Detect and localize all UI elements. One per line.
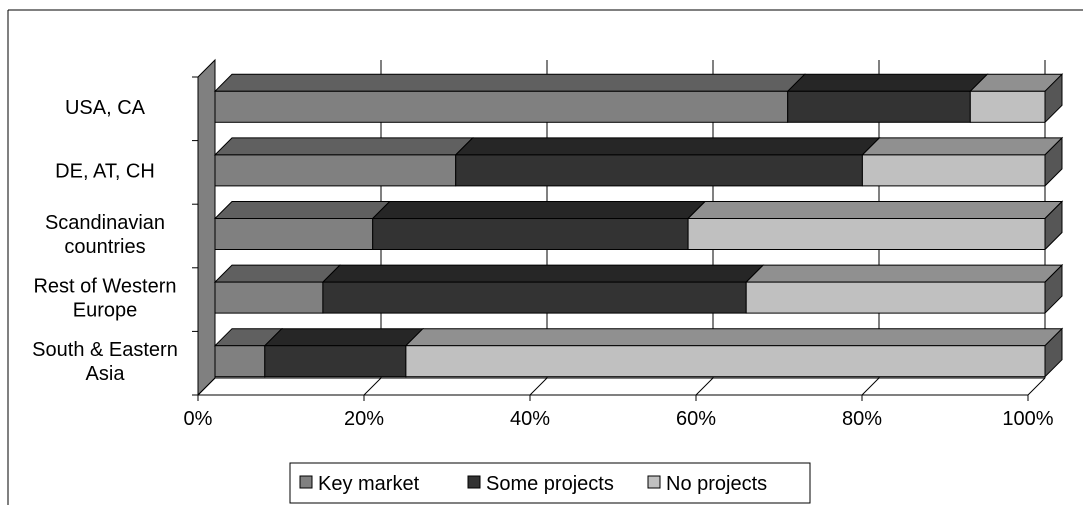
side-wall: [197, 58, 216, 397]
category-label: DE, AT, CH: [55, 160, 155, 182]
x-tick-label: 40%: [510, 408, 550, 430]
bar-top-face: [213, 201, 391, 219]
floor-gridline: [861, 377, 880, 396]
bar-top-face: [263, 328, 425, 347]
x-tick-label: 100%: [1002, 408, 1053, 430]
category-label: South & Eastern Asia: [32, 339, 178, 385]
legend-box: [289, 462, 811, 504]
floor-gridline: [1027, 377, 1046, 396]
bar-top-face: [371, 201, 707, 219]
bar-segment: [264, 345, 407, 378]
legend-label: Key market: [318, 473, 420, 495]
bar-top-face: [686, 201, 1064, 219]
floor-gridline: [363, 377, 382, 396]
bar-segment: [214, 154, 457, 187]
floor-gridline: [695, 377, 714, 396]
bar-segment: [214, 281, 324, 314]
bar-top-face: [404, 328, 1064, 347]
bar-segment: [687, 218, 1046, 250]
legend-swatch: [299, 475, 313, 489]
bar-segment: [214, 90, 789, 123]
floor-gridline: [529, 377, 548, 396]
bar-segment: [787, 90, 971, 123]
bar-end-face: [1044, 73, 1063, 124]
bar-top-face: [321, 264, 765, 283]
bar-segment: [969, 90, 1046, 123]
bar-segment: [322, 281, 747, 314]
bar-segment: [455, 154, 863, 187]
bar-segment: [372, 218, 689, 250]
bar-segment: [214, 218, 374, 250]
category-label: USA, CA: [65, 97, 146, 119]
bar-top-face: [744, 264, 1064, 283]
x-tick-label: 20%: [344, 408, 384, 430]
bar-top-face: [213, 73, 806, 92]
legend-swatch: [647, 475, 661, 489]
bar-top-face: [213, 137, 474, 156]
x-tick-label: 60%: [676, 408, 716, 430]
x-tick-label: 80%: [842, 408, 882, 430]
bar-segment: [405, 345, 1046, 378]
bar-top-face: [861, 137, 1064, 156]
bar-top-face: [454, 137, 881, 156]
bar-segment: [214, 345, 266, 378]
bar-top-face: [786, 73, 989, 92]
bar-end-face: [1044, 200, 1063, 251]
bar-top-face: [213, 264, 342, 283]
bar-segment: [745, 281, 1046, 314]
category-label: Scandinavian countries: [45, 212, 165, 258]
category-label: Rest of Western Europe: [33, 276, 176, 322]
bar-segment: [861, 154, 1046, 187]
floor-gridline: [197, 377, 216, 396]
legend-label: No projects: [666, 473, 767, 495]
x-tick-label: 0%: [184, 408, 213, 430]
legend-swatch: [467, 475, 481, 489]
bar-end-face: [1044, 136, 1063, 188]
bar-end-face: [1044, 327, 1063, 378]
bar-end-face: [1044, 263, 1063, 315]
legend-label: Some projects: [486, 473, 614, 495]
